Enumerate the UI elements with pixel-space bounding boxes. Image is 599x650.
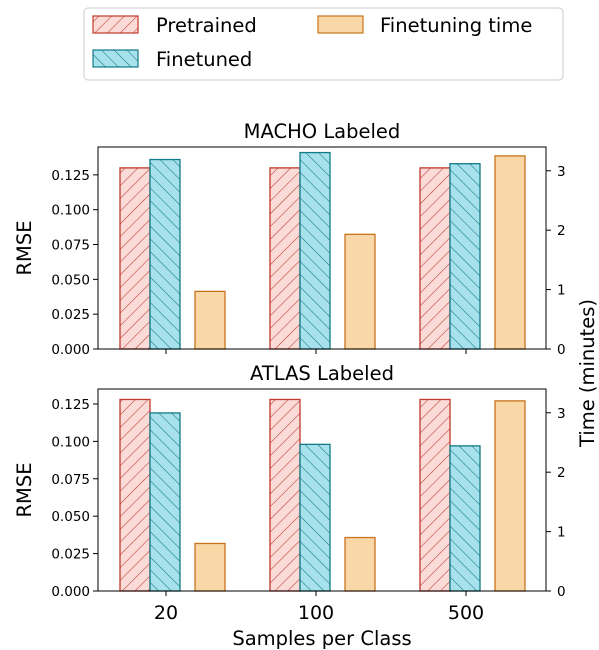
y-tick-label: 0.050 [51,509,90,525]
bar-finetuning-time-20 [194,290,226,350]
bar-finetuning-time-100 [344,233,376,350]
y-tick-label: 0.075 [51,472,90,488]
y-tick-label: 0.075 [51,238,90,254]
y2-tick-label: 1 [557,283,566,299]
bar-pretrained-500 [419,167,451,350]
bar-pretrained-100 [269,167,301,350]
panel-atlas-labeled: ATLAS Labeled 0.000 0.025 0.050 0.075 0.100 0.… [13,362,566,624]
bar-finetuned-20 [149,158,181,350]
bar-finetuning-time-500 [494,400,526,592]
y-axis-label: RMSE [13,220,36,275]
y-axis-label: RMSE [13,462,36,517]
legend: Pretrained Finetuned Finetuning time [83,7,564,81]
bar-pretrained-100 [269,398,301,592]
y2-tick-label: 0 [557,584,566,600]
x-tick-label: 100 [298,602,334,624]
y-tick-label: 0.100 [51,434,90,450]
chart-title: ATLAS Labeled [250,362,394,385]
legend-swatch-finetuned [92,49,139,68]
y2-tick-label: 3 [557,406,566,422]
y-tick-label: 0.000 [51,584,90,600]
bar-pretrained-20 [119,398,151,592]
legend-frame [83,7,564,81]
bar-finetuning-time-500 [494,155,526,350]
y2-tick-label: 2 [557,465,566,481]
bar-finetuned-100 [299,443,331,592]
y-tick-label: 0.050 [51,272,90,288]
legend-label-finetuned: Finetuned [156,48,252,71]
y2-tick-label: 2 [557,223,566,239]
y-tick-label: 0.000 [51,342,90,358]
y2-tick-label: 1 [557,525,566,541]
axes-frame [97,146,547,350]
x-tick-label: 20 [154,602,178,624]
y2-tick-label: 3 [557,164,566,180]
y-tick-label: 0.025 [51,547,90,563]
y-tick-label: 0.100 [51,203,90,219]
axes-frame [97,388,547,592]
legend-swatch-finetuning-time [317,15,364,34]
y2-tick-label: 0 [557,342,566,358]
legend-swatch-pretrained [92,15,139,34]
bar-finetuned-500 [449,445,481,592]
panel-macho-labeled: MACHO Labeled 0.000 0.025 0.050 0.075 0.100 0.… [13,120,566,358]
y-tick-label: 0.125 [51,397,90,413]
bar-finetuning-time-100 [344,536,376,592]
bar-pretrained-500 [419,398,451,592]
bar-pretrained-20 [119,167,151,350]
chart-title: MACHO Labeled [244,120,401,143]
bar-finetuned-100 [299,151,331,350]
y2-axis-label: Time (minutes) [576,299,599,448]
bar-finetuned-20 [149,412,181,592]
bar-finetuning-time-20 [194,542,226,592]
bar-finetuned-500 [449,163,481,350]
y-tick-label: 0.025 [51,307,90,323]
x-axis-label: Samples per Class [232,627,411,650]
legend-label-finetuning-time: Finetuning time [380,14,532,37]
x-tick-label: 500 [448,602,484,624]
legend-label-pretrained: Pretrained [156,14,257,37]
y-tick-label: 0.125 [51,168,90,184]
